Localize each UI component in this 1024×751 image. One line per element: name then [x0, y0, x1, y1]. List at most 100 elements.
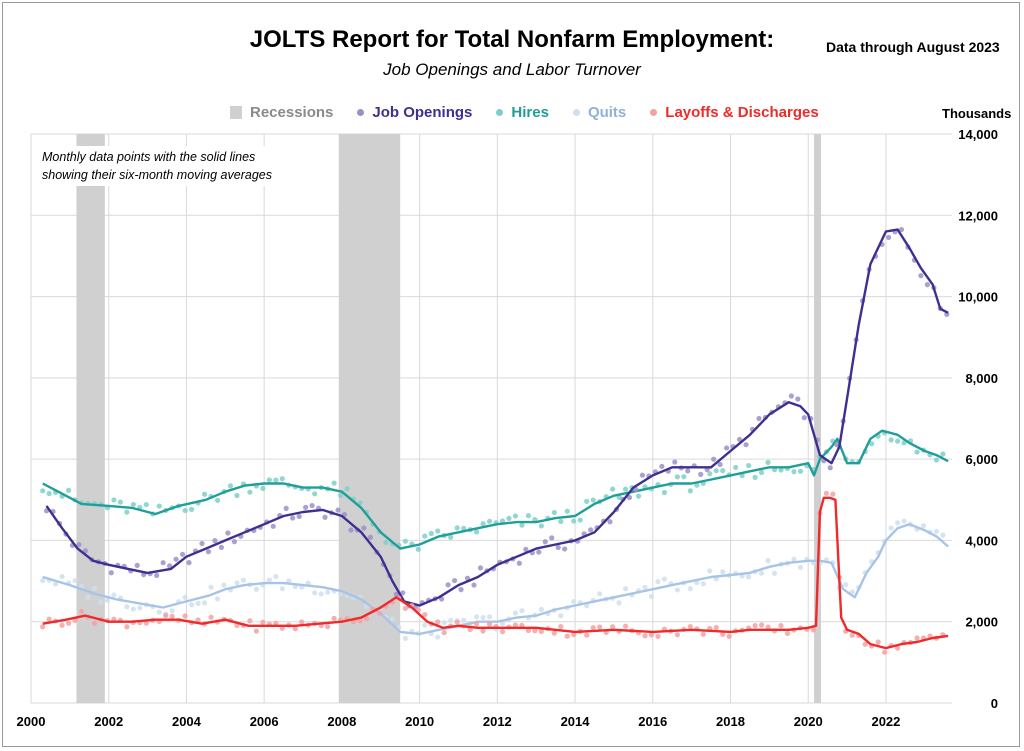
hires-data-point — [486, 518, 493, 524]
hires-data-point — [130, 501, 136, 508]
hires-data-point — [201, 491, 208, 497]
quits-data-point — [512, 610, 519, 616]
hires-data-point — [538, 523, 544, 529]
layoffs-data-point — [584, 632, 590, 638]
job-openings-data-point — [633, 486, 639, 493]
y-tick-label: 6,000 — [965, 452, 998, 467]
job-openings-data-point — [283, 505, 289, 511]
hires-data-point — [117, 499, 123, 505]
layoffs-data-point — [163, 612, 169, 619]
job-openings-data-point — [536, 549, 542, 555]
x-tick-label: 2000 — [17, 714, 46, 729]
hires-data-point — [111, 497, 117, 503]
x-tick-label: 2012 — [483, 714, 512, 729]
quits-data-point — [655, 578, 661, 585]
quits-data-point — [642, 584, 648, 590]
layoffs-data-point — [357, 618, 363, 624]
quits-data-point — [441, 620, 447, 626]
job-openings-data-point — [724, 445, 730, 451]
layoffs-data-point — [46, 616, 52, 622]
job-openings-data-point — [218, 544, 225, 550]
quits-data-point — [933, 528, 940, 535]
quits-data-point — [40, 577, 46, 584]
quits-data-point — [797, 564, 804, 571]
quits-data-point — [318, 591, 324, 597]
job-openings-data-point — [199, 540, 205, 547]
hires-data-point — [746, 462, 752, 469]
y-tick-label: 14,000 — [958, 127, 998, 142]
job-openings-data-point — [361, 525, 367, 531]
job-openings-data-point — [179, 551, 186, 557]
quits-data-point — [312, 590, 318, 596]
quits-data-point — [687, 586, 693, 592]
layoffs-data-point — [610, 624, 616, 630]
job-openings-data-point — [82, 548, 89, 554]
legend-label-recessions: Recessions — [250, 103, 334, 121]
hires-data-point — [448, 534, 454, 540]
quits-data-point — [700, 581, 706, 587]
quits-data-point — [480, 614, 486, 621]
hires-data-point — [869, 441, 875, 447]
job-openings-data-point — [736, 436, 743, 443]
quits-data-point — [940, 532, 946, 538]
job-openings-data-point — [626, 494, 633, 501]
recession-band — [338, 134, 401, 703]
quits-data-point — [499, 620, 506, 627]
quits-data-point — [337, 591, 344, 597]
quits-data-point — [616, 600, 622, 606]
quits-data-point — [208, 584, 214, 590]
job-openings-data-point — [542, 539, 548, 545]
quits-data-point — [765, 558, 771, 564]
quits-data-point — [72, 578, 78, 584]
job-openings-data-point — [348, 527, 354, 533]
layoffs-data-point — [253, 628, 259, 634]
job-openings-data-point — [801, 415, 807, 421]
hires-data-point — [571, 518, 577, 524]
quits-data-point — [253, 586, 259, 592]
layoffs-data-point — [143, 620, 149, 626]
hires-data-point — [189, 506, 195, 512]
layoffs-data-point — [260, 619, 266, 625]
job-openings-data-point — [555, 544, 561, 551]
hires-data-point — [894, 438, 901, 444]
quits-data-point — [746, 574, 752, 580]
job-openings-data-point — [885, 234, 892, 241]
hires-data-point — [234, 492, 240, 499]
job-openings-data-point — [562, 546, 568, 552]
legend-label-job-openings: Job Openings — [372, 103, 473, 121]
quits-data-point — [130, 606, 136, 612]
hires-data-point — [525, 513, 532, 519]
layoffs-data-point — [195, 617, 201, 623]
layoffs-data-point — [78, 608, 85, 615]
job-openings-data-point — [76, 541, 82, 548]
recession-band — [76, 134, 105, 703]
quits-data-point — [98, 599, 104, 605]
job-openings-data-point — [270, 523, 276, 529]
layoffs-data-point — [778, 623, 784, 629]
job-openings-data-point — [108, 570, 114, 576]
layoffs-data-point — [648, 632, 655, 638]
y-tick-label: 8,000 — [965, 371, 998, 386]
hires-data-point — [674, 474, 680, 480]
quits-data-point — [402, 635, 408, 641]
quits-data-point — [519, 608, 525, 614]
annotation-line-1: Monthly data points with the solid lines — [42, 150, 256, 164]
hires-data-point — [474, 529, 480, 535]
quits-data-point — [901, 518, 907, 524]
job-openings-data-point — [445, 582, 451, 588]
job-openings-data-point — [173, 556, 179, 562]
legend-item-hires: Hires — [496, 104, 549, 121]
hires-data-point — [227, 483, 234, 489]
layoffs-data-point — [758, 622, 765, 628]
layoffs-data-point — [182, 613, 188, 619]
job-openings-data-point — [898, 226, 905, 233]
layoffs-data-point — [454, 619, 460, 625]
job-openings-data-point — [231, 539, 237, 545]
job-openings-data-point — [717, 461, 723, 468]
hires-data-point — [778, 467, 784, 473]
job-openings-data-point — [827, 465, 833, 471]
layoffs-data-point — [687, 623, 693, 630]
layoffs-data-point — [823, 490, 829, 496]
job-openings-data-point — [685, 468, 691, 474]
quits-data-point — [201, 600, 208, 606]
